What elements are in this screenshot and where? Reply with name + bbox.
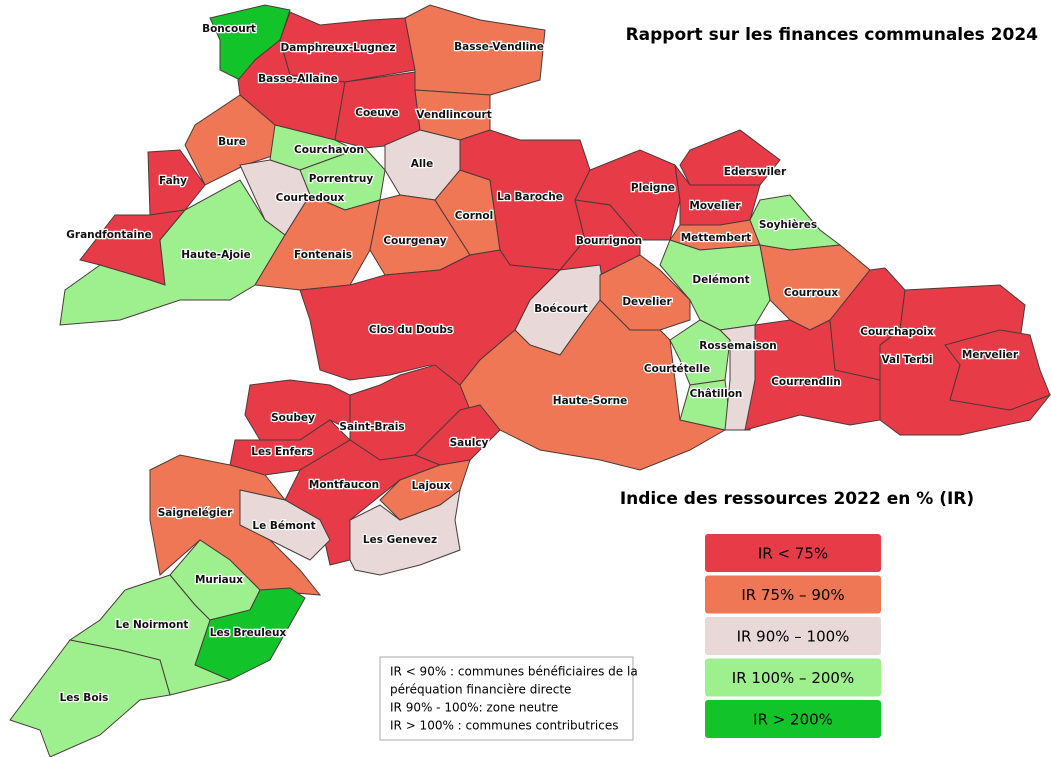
commune-label: Courchavon bbox=[294, 144, 364, 156]
commune-label: Basse-Vendline bbox=[454, 41, 544, 53]
legend-swatch bbox=[705, 658, 881, 697]
commune-label: Delémont bbox=[692, 274, 749, 286]
title: Rapport sur les finances communales 2024 bbox=[626, 25, 1039, 45]
commune-label: Damphreux-Lugnez bbox=[280, 42, 395, 54]
commune-label: Alle bbox=[411, 158, 433, 170]
commune-label: Saint-Brais bbox=[339, 421, 404, 433]
commune-label: Develier bbox=[622, 296, 672, 308]
note-line: IR > 100% : communes contributrices bbox=[390, 719, 618, 733]
commune-label: Cornol bbox=[455, 210, 493, 222]
commune-label: Grandfontaine bbox=[66, 229, 151, 241]
commune-label: Courchapoix bbox=[860, 326, 934, 338]
commune-area bbox=[149, 454, 322, 596]
commune-label: Haute-Ajoie bbox=[181, 249, 251, 261]
commune-label: Coeuve bbox=[355, 107, 398, 119]
commune-label: Saignelégier bbox=[158, 507, 233, 519]
commune-area bbox=[147, 149, 206, 216]
commune-area bbox=[9, 639, 171, 757]
note-box bbox=[379, 656, 634, 741]
commune-label: Bure bbox=[218, 136, 246, 148]
commune-label: Les Breuleux bbox=[210, 627, 287, 639]
commune-label: Movelier bbox=[689, 200, 741, 212]
commune-label: Montfaucon bbox=[309, 479, 379, 491]
commune-label: Muriaux bbox=[195, 574, 243, 586]
commune-label: Mettembert bbox=[681, 232, 752, 244]
labels: Boncourt Damphreux-Lugnez Basse-Allaine Bas… bbox=[58, 22, 1020, 706]
commune-area bbox=[349, 488, 461, 576]
commune-label: Vendlincourt bbox=[416, 109, 491, 121]
commune-label: Courroux bbox=[784, 287, 838, 299]
commune-label: Bourrignon bbox=[576, 235, 642, 247]
commune-label: Saulcy bbox=[450, 437, 489, 449]
commune-area bbox=[944, 329, 1051, 411]
commune-label: Soubey bbox=[271, 412, 315, 424]
commune-label: Clos du Doubs bbox=[369, 324, 453, 336]
commune-label: Courtételle bbox=[644, 363, 710, 375]
commune-label: Fahy bbox=[159, 175, 187, 187]
commune-label: Rossemaison bbox=[699, 340, 776, 352]
commune-label: Châtillon bbox=[690, 388, 743, 400]
commune-label: Le Noirmont bbox=[116, 619, 189, 631]
legend-title: Indice des ressources 2022 en % (IR) bbox=[620, 489, 974, 509]
commune-label: Porrentruy bbox=[309, 173, 374, 185]
commune-label: La Baroche bbox=[497, 191, 563, 203]
commune-label: Haute-Sorne bbox=[553, 395, 627, 407]
legend-label: IR > 200% bbox=[753, 711, 833, 729]
commune-label: Les Bois bbox=[60, 692, 109, 704]
legend-swatch bbox=[705, 534, 881, 572]
commune-area bbox=[659, 239, 771, 331]
note-line: IR < 90% : communes bénéficiaires de la bbox=[390, 665, 638, 679]
commune-label: Boncourt bbox=[202, 23, 256, 35]
commune-label: Val Terbi bbox=[881, 354, 932, 366]
commune-label: Fontenais bbox=[294, 249, 352, 261]
commune-label: Ederswiler bbox=[724, 166, 787, 178]
commune-label: Les Enfers bbox=[251, 446, 312, 458]
legend-label: IR < 75% bbox=[758, 545, 828, 563]
legend-swatch bbox=[705, 617, 881, 655]
commune-label: Les Genevez bbox=[363, 534, 437, 546]
commune-area bbox=[59, 179, 286, 326]
commune-area bbox=[239, 489, 331, 561]
note: IR < 90% : communes bénéficiaires de la p… bbox=[390, 665, 638, 733]
note-line: péréquation financière directe bbox=[390, 683, 571, 697]
legend-swatch bbox=[705, 700, 881, 738]
commune-label: Le Bémont bbox=[252, 520, 315, 532]
commune-label: Basse-Allaine bbox=[258, 73, 338, 85]
commune-area bbox=[244, 379, 351, 441]
legend-label: IR 100% – 200% bbox=[732, 669, 854, 687]
commune-label: Boécourt bbox=[534, 303, 587, 315]
commune-label: Lajoux bbox=[412, 480, 451, 492]
legend-swatch bbox=[705, 575, 881, 614]
legend-label: IR 90% – 100% bbox=[737, 628, 850, 646]
note-line: IR 90% - 100%: zone neutre bbox=[390, 701, 558, 715]
communes bbox=[9, 4, 1051, 757]
commune-label: Mervelier bbox=[962, 349, 1019, 361]
commune-label: Soyhières bbox=[759, 219, 817, 231]
commune-label: Pleigne bbox=[631, 182, 675, 194]
commune-label: Courtedoux bbox=[276, 192, 345, 204]
commune-label: Courgenay bbox=[383, 235, 446, 247]
commune-label: Courrendlin bbox=[771, 376, 841, 388]
commune-area bbox=[669, 319, 731, 386]
legend: IR < 75% IR 75% – 90% IR 90% – 100% IR 100%… bbox=[705, 534, 881, 738]
commune-area bbox=[299, 249, 562, 386]
legend-label: IR 75% – 90% bbox=[741, 586, 844, 604]
